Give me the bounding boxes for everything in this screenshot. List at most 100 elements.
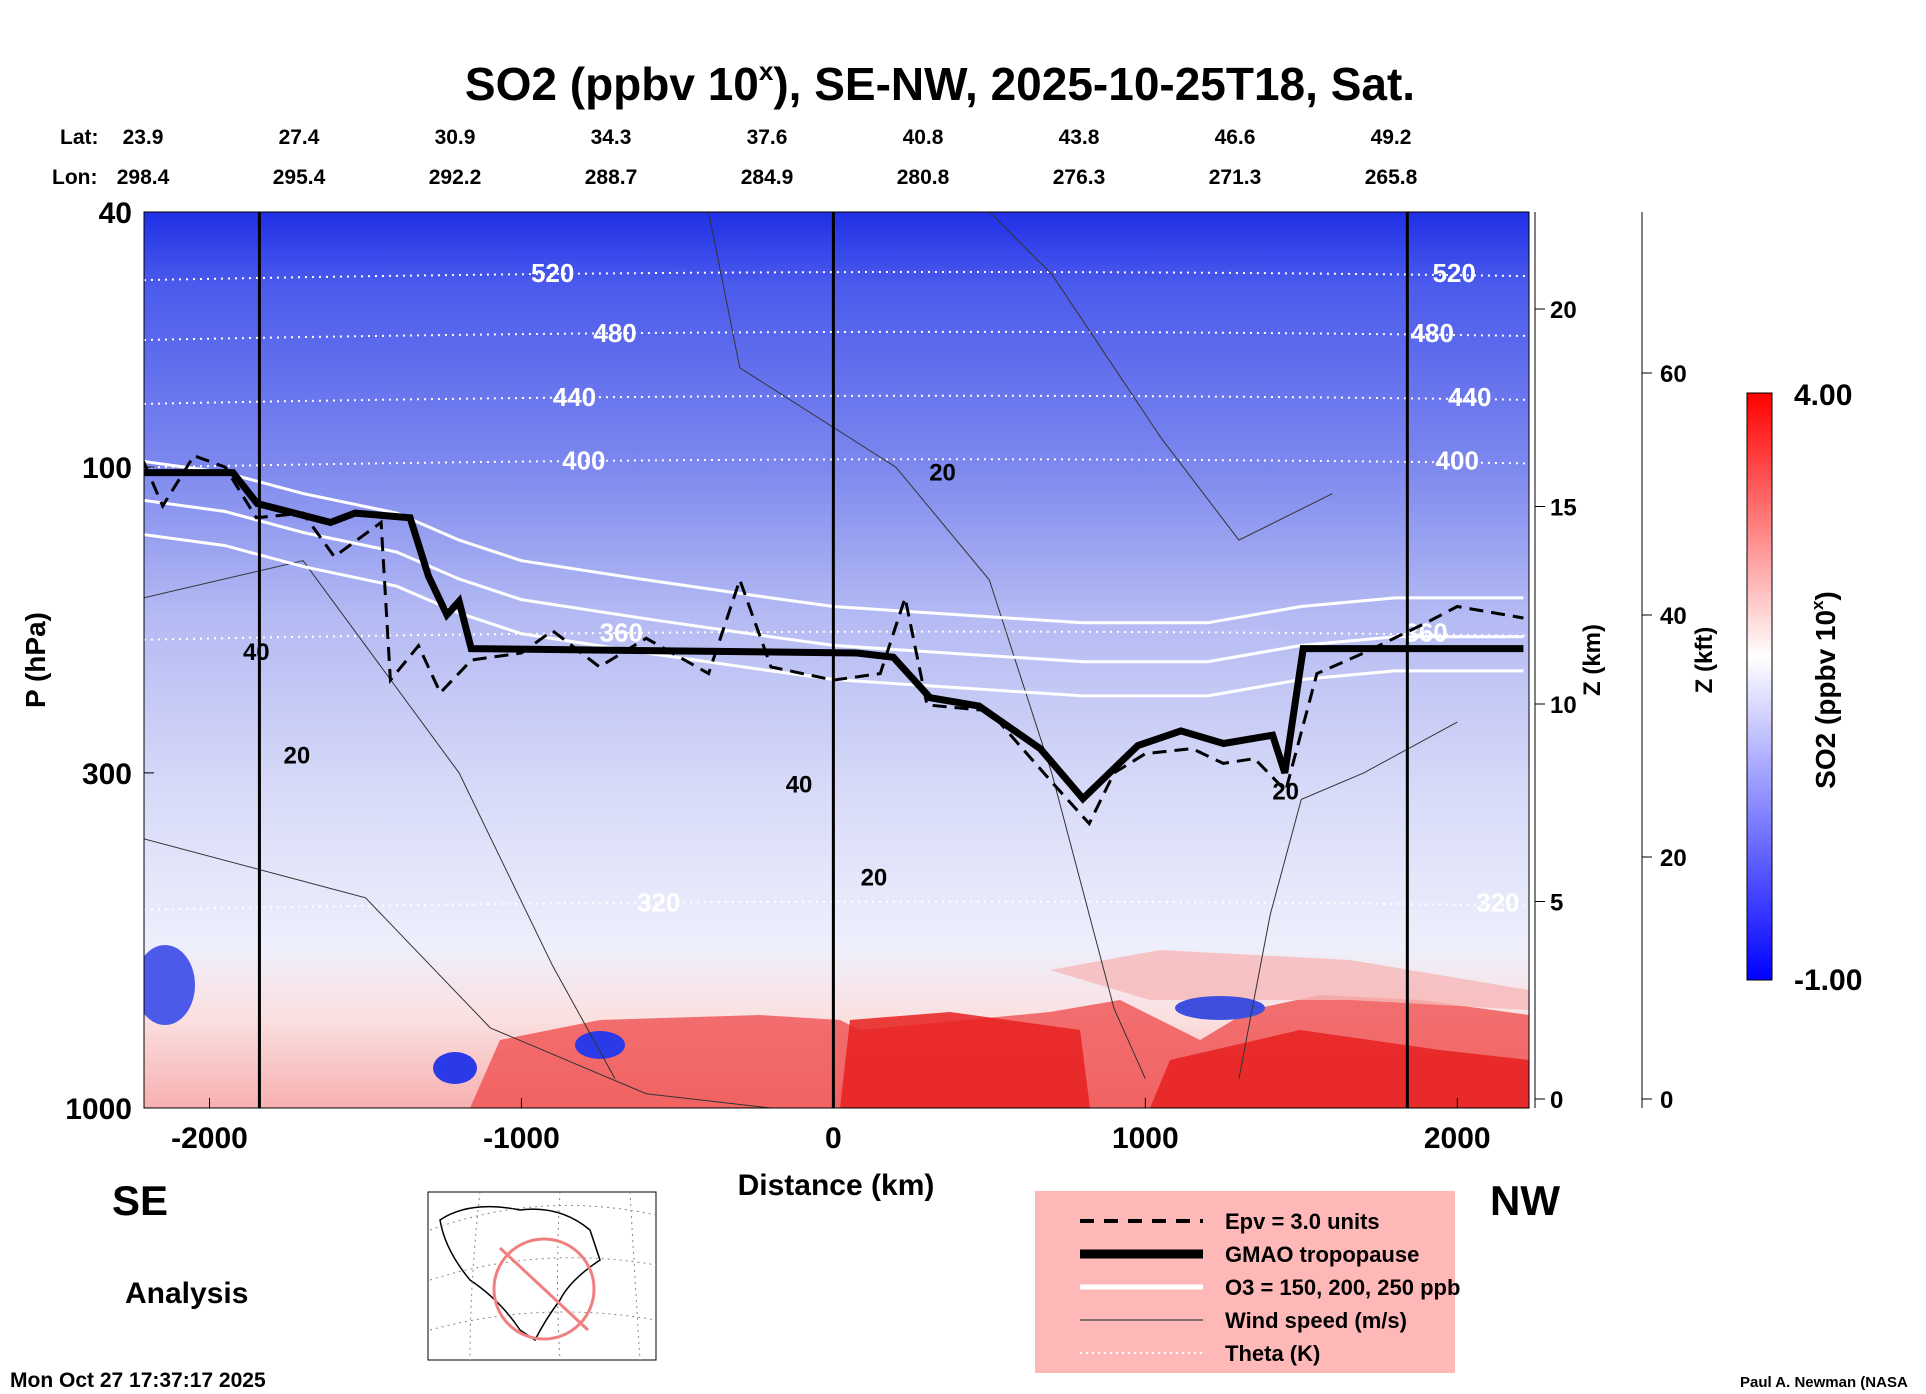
lon-value: 276.3	[1053, 166, 1106, 189]
wind-speed-contour	[144, 560, 616, 1079]
lat-label: Lat:	[60, 126, 99, 149]
lon-label: Lon:	[52, 166, 97, 189]
z-kft-tick-label: 60	[1660, 361, 1687, 388]
credit: Paul A. Newman (NASA	[1740, 1374, 1908, 1391]
map-transect-line	[498, 1246, 590, 1332]
so2-low-patch	[433, 1052, 477, 1084]
so2-peak-region	[840, 1012, 1529, 1108]
lat-value: 46.6	[1215, 126, 1256, 149]
wind-speed-contour	[144, 838, 772, 1108]
theta-label: 440	[553, 382, 596, 412]
y-tick-label: 40	[99, 197, 132, 230]
lat-value: 43.8	[1059, 126, 1100, 149]
lat-value: 37.6	[747, 126, 788, 149]
z-km-tick-label: 0	[1550, 1087, 1563, 1114]
lon-value: 271.3	[1209, 166, 1262, 189]
epv-line	[144, 453, 1524, 827]
x-tick-label: 2000	[1424, 1122, 1491, 1155]
z-km-tick-label: 20	[1550, 297, 1577, 324]
z-kft-axis-label: Z (kft)	[1691, 627, 1718, 694]
theta-label: 520	[531, 258, 574, 288]
lat-value: 34.3	[591, 126, 632, 149]
plot-frame	[143, 211, 1530, 1109]
theta-label: 480	[1411, 318, 1454, 348]
so2-low-patch	[1175, 996, 1265, 1020]
wind-speed-contour	[708, 212, 1146, 1079]
x-axis-label: Distance (km)	[738, 1169, 935, 1202]
ozone-contour	[144, 533, 1524, 698]
x-tick-label: -2000	[171, 1122, 248, 1155]
timestamp: Mon Oct 27 17:37:17 2025	[10, 1369, 266, 1392]
x-tick-label: -1000	[483, 1122, 560, 1155]
wind-speed-label: 40	[786, 772, 813, 799]
lon-value: 280.8	[897, 166, 950, 189]
axes: -2000 -1000 0 1000 2000 40 100 300 1000 0 5 10 15 20 0…	[65, 197, 1686, 1155]
z-km-tick-label: 5	[1550, 890, 1563, 917]
lon-value: 265.8	[1365, 166, 1418, 189]
chart-title: SO2 (ppbv 10x), SE-NW, 2025-10-25T18, Sa…	[465, 56, 1415, 110]
so2-low-patch	[575, 1031, 625, 1059]
theta-label: 400	[1436, 445, 1479, 475]
tropopause-line	[144, 469, 1524, 804]
lat-lon-labels: Lat: Lon: 23.9 298.4 27.4 295.4 30.9 292.2 34.3 2…	[52, 126, 1418, 189]
legend-label: Theta (K)	[1225, 1341, 1320, 1366]
colorbar-label: SO2 (ppbv 10x)	[1808, 591, 1841, 789]
se-label: SE	[112, 1177, 168, 1224]
legend-label: GMAO tropopause	[1225, 1242, 1419, 1267]
z-kft-tick-label: 20	[1660, 845, 1687, 872]
lon-value: 295.4	[273, 166, 326, 189]
nw-label: NW	[1490, 1177, 1560, 1224]
wind-speed-contour	[988, 212, 1333, 541]
y-axis-label: P (hPa)	[20, 612, 51, 708]
theta-label: 320	[637, 888, 680, 918]
lon-value: 288.7	[585, 166, 638, 189]
z-kft-tick-label: 0	[1660, 1087, 1673, 1114]
lon-value: 298.4	[117, 166, 170, 189]
so2-low-patch	[144, 945, 195, 1025]
plot-area: 520 520 480 480 440 440 400 400 360 360 320 320 20 40…	[144, 212, 1529, 1108]
lon-value: 284.9	[741, 166, 794, 189]
lat-value: 23.9	[123, 126, 164, 149]
location-map-inset	[427, 1191, 657, 1361]
theta-label: 360	[600, 618, 643, 648]
theta-label: 520	[1432, 258, 1475, 288]
theta-label: 400	[562, 445, 605, 475]
y-tick-label: 300	[82, 758, 132, 791]
theta-label: 440	[1448, 382, 1491, 412]
wind-speed-label: 40	[243, 639, 270, 666]
colorbar-min-label: -1.00	[1794, 964, 1862, 997]
legend: Epv = 3.0 units GMAO tropopause O3 = 150, …	[1035, 1191, 1460, 1373]
lat-value: 27.4	[279, 126, 320, 149]
lat-value: 49.2	[1371, 126, 1412, 149]
legend-label: Epv = 3.0 units	[1225, 1209, 1380, 1234]
map-gridlines	[429, 1191, 657, 1361]
ozone-contour	[144, 498, 1524, 664]
colorbar-max-label: 4.00	[1794, 379, 1852, 412]
colorbar	[1746, 392, 1773, 981]
theta-label: 320	[1476, 888, 1519, 918]
ozone-contour	[144, 459, 1524, 625]
lat-value: 40.8	[903, 126, 944, 149]
so2-mid-region	[1050, 950, 1529, 1010]
legend-label: Wind speed (m/s)	[1225, 1308, 1407, 1333]
coastline-north-america	[439, 1205, 601, 1342]
z-km-axis-label: Z (km)	[1579, 624, 1606, 696]
theta-label: 360	[1404, 618, 1447, 648]
z-km-tick-label: 15	[1550, 495, 1577, 522]
lat-value: 30.9	[435, 126, 476, 149]
z-kft-tick-label: 40	[1660, 603, 1687, 630]
x-tick-label: 1000	[1112, 1122, 1179, 1155]
lon-value: 292.2	[429, 166, 482, 189]
wind-speed-contour	[1238, 721, 1458, 1079]
legend-label: O3 = 150, 200, 250 ppb	[1225, 1275, 1460, 1300]
wind-speed-label: 20	[283, 742, 310, 769]
y-tick-label: 100	[82, 452, 132, 485]
wind-speed-label: 20	[861, 865, 888, 892]
wind-speed-label: 20	[929, 460, 956, 487]
theta-label: 480	[593, 318, 636, 348]
x-tick-label: 0	[825, 1122, 842, 1155]
y-tick-label: 1000	[65, 1093, 132, 1126]
map-domain-circle	[492, 1237, 596, 1341]
z-km-tick-label: 10	[1550, 692, 1577, 719]
